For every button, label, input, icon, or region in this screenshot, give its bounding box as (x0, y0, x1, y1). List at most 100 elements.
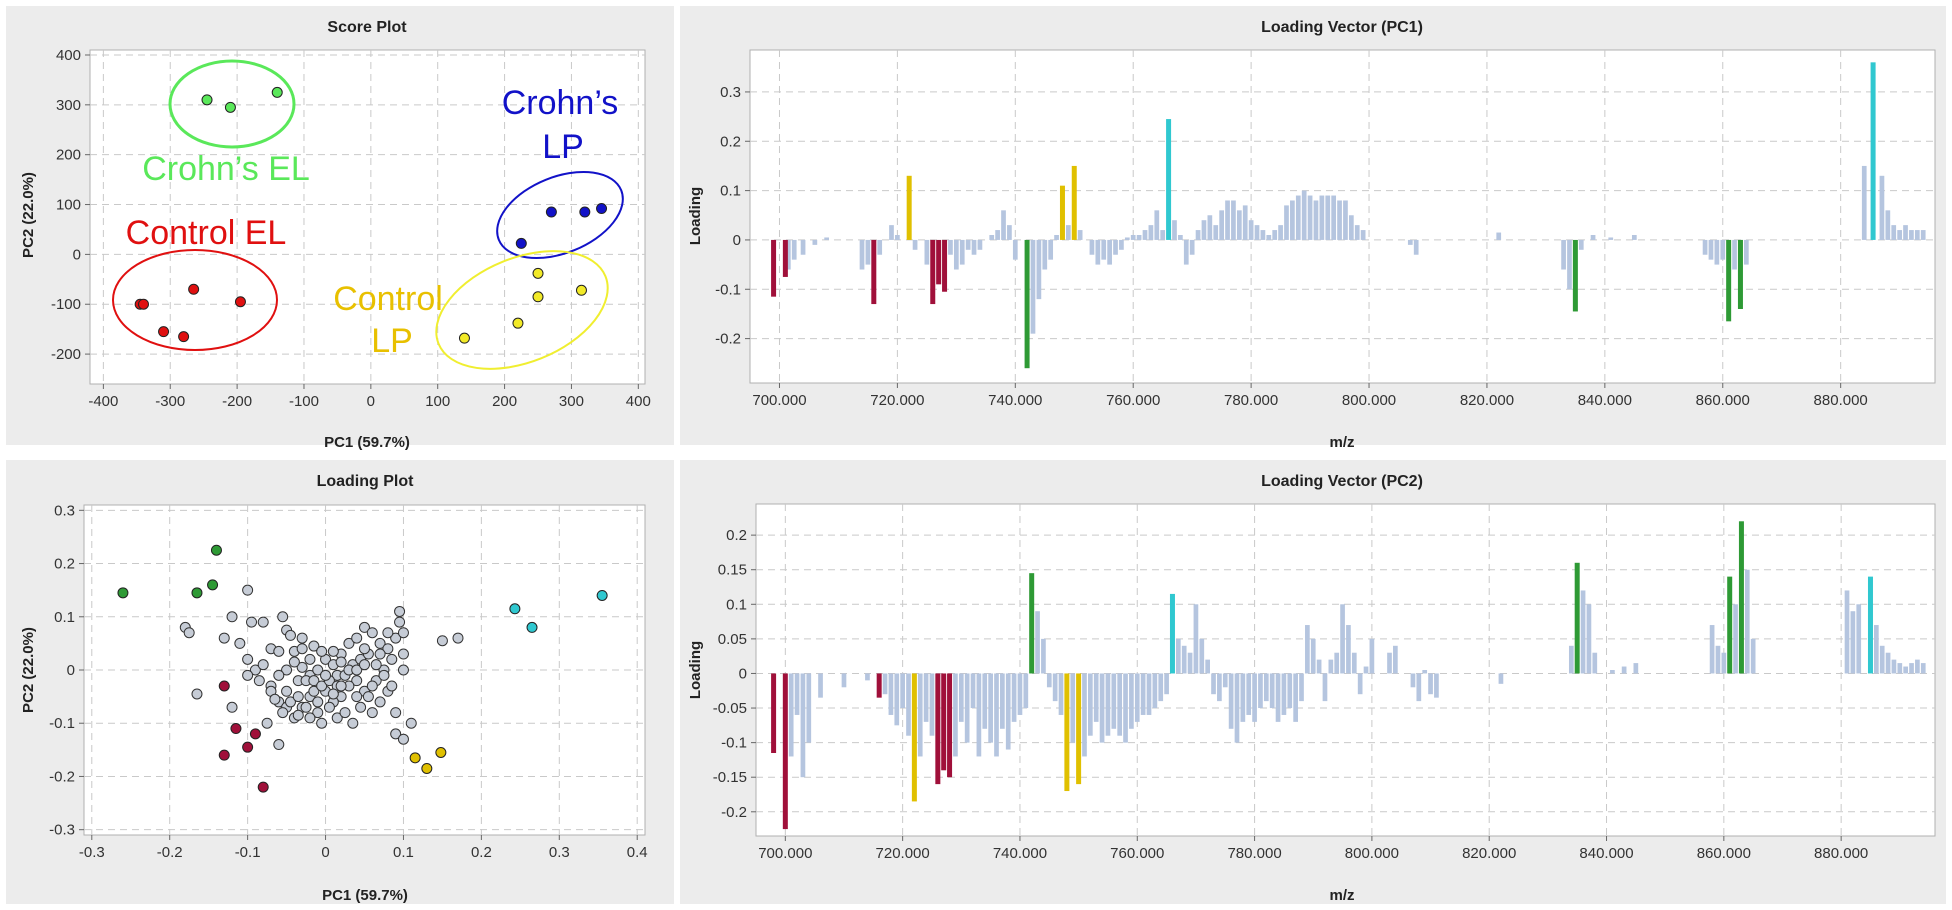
pc2-bar (1316, 659, 1322, 674)
pc2-bar (917, 673, 923, 757)
pc2-bar (1199, 638, 1205, 674)
pc2-bar (1217, 673, 1222, 702)
pc2-bar (1891, 659, 1897, 674)
pc1-bar (1101, 239, 1107, 260)
pc1-y-tick-label: 0.1 (720, 183, 741, 200)
pc2-bar (1275, 673, 1281, 722)
loading-point-crimson (230, 723, 242, 735)
pc1-bar (1861, 165, 1867, 240)
loading-point (296, 643, 308, 655)
pc1-bar (800, 239, 806, 255)
loading-point (269, 693, 281, 705)
pc2-x-tick-label: 800.000 (1345, 845, 1399, 862)
pc1-highlight-bar-green (1737, 239, 1743, 309)
pc2-bar (976, 673, 982, 757)
pc2-bar (958, 673, 964, 722)
pc1-bar (965, 239, 971, 250)
pc2-bar (1152, 673, 1158, 709)
pc1-bar (1920, 230, 1926, 240)
loading-point-cyan (526, 621, 538, 633)
loading-point (218, 632, 230, 644)
pc1-highlight-bar-green (1572, 239, 1578, 312)
loading-point (277, 611, 289, 623)
pc2-bar (806, 673, 812, 743)
pc2-bar (1586, 604, 1592, 674)
pc1-bar (1130, 235, 1136, 240)
pc2-highlight-bar-green (1574, 562, 1580, 674)
pc1-bar (1631, 235, 1637, 240)
pc1-bar (1154, 210, 1160, 240)
loading-x-tick-label: 0.1 (393, 844, 414, 861)
pc2-y-tick-label: 0.15 (718, 562, 747, 579)
pc1-bar (1891, 225, 1897, 240)
loading-point (273, 739, 285, 751)
loading-y-tick-label: -0.3 (49, 822, 75, 839)
pc1-highlight-bar-yellow (1071, 165, 1077, 240)
pc2-bar (1129, 673, 1134, 729)
pc1-bar (1048, 239, 1054, 260)
pc1-bar (1248, 220, 1254, 240)
loading-x-tick-label: 0 (321, 844, 329, 861)
pc2-bar (1909, 663, 1914, 674)
pc2-bar (1879, 645, 1885, 674)
pc2-x-tick-label: 700.000 (758, 845, 812, 862)
score-plot-y-axis-title: PC2 (22.0%) (20, 172, 37, 258)
loading-point (397, 648, 409, 660)
loading-point-crimson (218, 749, 230, 761)
pc1-bar (1036, 239, 1042, 300)
loading-point (284, 629, 296, 641)
pc1-bar (1124, 237, 1130, 240)
pc1-y-tick-label: 0.3 (720, 84, 741, 101)
pc2-bar (953, 673, 958, 757)
pc1-bar (1172, 220, 1177, 240)
pc1-bar (1242, 205, 1248, 240)
pc2-bar (1299, 673, 1304, 702)
loading-point (191, 688, 203, 700)
pc1-highlight-bar-yellow (1059, 185, 1065, 240)
pc2-bar (888, 673, 894, 715)
pc2-bar (1633, 663, 1639, 674)
loading-x-tick-label: -0.3 (79, 844, 105, 861)
loading-point (277, 707, 289, 719)
pc2-highlight-bar-green (1738, 521, 1744, 674)
pc1-bar (1590, 235, 1596, 240)
loading-point (316, 680, 328, 692)
pc2-bar (1340, 604, 1345, 674)
loading-point (249, 664, 261, 676)
pc1-bar (1360, 230, 1366, 240)
pc2-bar (1281, 673, 1287, 715)
pc1-x-tick-label: 720.000 (870, 392, 924, 409)
pc1-bar (959, 239, 965, 265)
pc1-bar (1272, 230, 1278, 240)
loading-point-cyan (596, 589, 608, 601)
pc2-highlight-bar-yellow (911, 673, 917, 802)
pc2-bar (1744, 569, 1750, 674)
score-point-crohns-el (201, 94, 213, 106)
pc2-x-tick-label: 740.000 (993, 845, 1047, 862)
score-point-control-lp (575, 284, 587, 296)
loading-point (335, 680, 347, 692)
loading-y-tick-label: 0.2 (54, 556, 75, 573)
pc2-bar (1856, 604, 1862, 674)
pc2-bar (1269, 673, 1275, 709)
loading-point (312, 696, 324, 708)
pc2-bar (1023, 673, 1029, 709)
pc1-bar (1343, 200, 1348, 240)
loading-point (308, 675, 320, 687)
loading-point (366, 680, 378, 692)
pc2-y-tick-label: 0.05 (718, 631, 747, 648)
pc1-bar (1413, 239, 1419, 255)
pc2-bar (929, 673, 935, 736)
crohns-el-ellipse (168, 59, 296, 149)
pc2-x-tick-label: 860.000 (1697, 845, 1751, 862)
pc1-bar (971, 239, 977, 255)
pc2-bar (1885, 652, 1891, 674)
pc2-bar (1099, 673, 1105, 743)
pc1-highlight-bar-crimson (930, 239, 936, 305)
loading-point (366, 707, 378, 719)
pc2-bar (894, 673, 900, 726)
pc2-bar (1287, 673, 1293, 709)
score-y-tick-label: 300 (56, 97, 81, 114)
pc1-bar (1231, 200, 1236, 240)
